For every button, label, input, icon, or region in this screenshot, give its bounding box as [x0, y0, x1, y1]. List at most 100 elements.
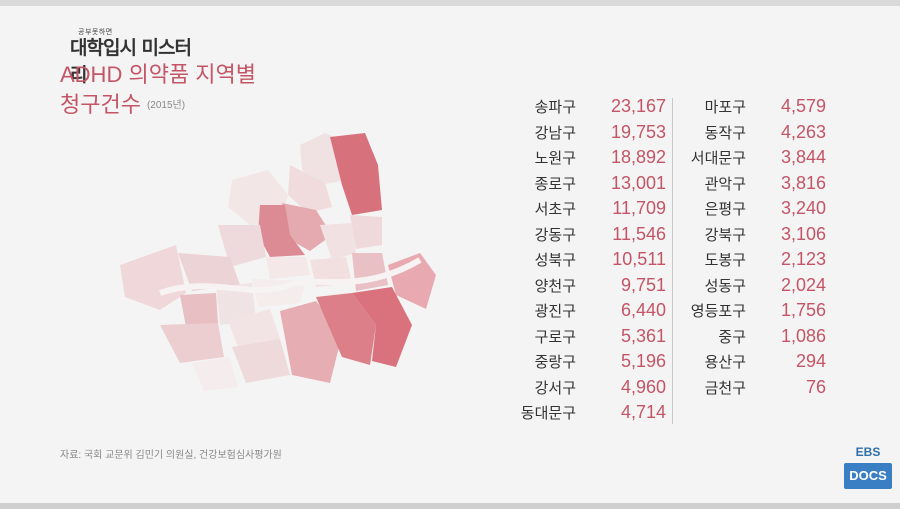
- map-yeongdeungpo: [216, 283, 256, 325]
- district-name: 금천구: [704, 379, 746, 397]
- map-dongjak: [228, 309, 280, 347]
- table-row: 은평구 3,240: [688, 196, 826, 222]
- claim-count: 23,167: [610, 96, 666, 117]
- district-name: 도봉구: [704, 252, 746, 270]
- district-name: 마포구: [704, 99, 746, 117]
- claim-count: 1,086: [780, 325, 826, 346]
- ebs-docs-logo: EBS DOCS: [842, 445, 894, 493]
- district-name: 강서구: [534, 379, 576, 397]
- claim-count: 4,714: [620, 402, 666, 423]
- docs-logo-text: DOCS: [844, 463, 892, 489]
- map-songpa: [352, 287, 412, 367]
- claim-count: 18,892: [610, 147, 666, 168]
- map-gangbuk: [288, 165, 332, 213]
- title-line-2: 청구건수 (2015년): [60, 90, 256, 121]
- map-jung: [266, 257, 310, 279]
- table-row: 성북구 10,511: [500, 247, 666, 273]
- table-row: 강북구 3,106: [688, 222, 826, 248]
- district-name: 강남구: [534, 124, 576, 142]
- district-name: 광진구: [534, 303, 576, 321]
- claim-count: 5,196: [620, 351, 666, 372]
- claim-count: 13,001: [610, 172, 666, 193]
- title-year: (2015년): [146, 100, 186, 112]
- top-bar: [0, 0, 900, 6]
- table-row: 관악구 3,816: [688, 171, 826, 197]
- district-name: 종로구: [534, 175, 576, 193]
- table-row: 성동구 2,024: [688, 273, 826, 299]
- district-name: 양천구: [534, 277, 576, 295]
- district-name: 동작구: [704, 124, 746, 142]
- map-gangseo: [120, 245, 186, 310]
- claim-count: 1,756: [780, 300, 826, 321]
- map-jongno: [258, 205, 305, 257]
- logo-big-text: 대학입시 미스터리: [70, 37, 192, 86]
- column-divider: [672, 98, 673, 424]
- district-name: 서초구: [534, 201, 576, 219]
- table-row: 송파구 23,167: [500, 94, 666, 120]
- claim-count: 2,123: [780, 249, 826, 270]
- district-name: 구로구: [534, 328, 576, 346]
- map-dongdaemun: [320, 223, 356, 260]
- map-yangcheon: [180, 293, 218, 327]
- table-row: 노원구 18,892: [500, 145, 666, 171]
- title-line-2-text: 청구건수: [60, 92, 141, 117]
- map-nowon: [330, 133, 382, 215]
- table-row: 강서구 4,960: [500, 375, 666, 401]
- district-name: 강북구: [704, 226, 746, 244]
- claim-count: 9,751: [620, 274, 666, 295]
- district-name: 서대문구: [690, 150, 746, 168]
- program-logo: 공부못하면 대학입시 미스터리: [70, 27, 200, 86]
- map-geumcheon: [192, 357, 238, 391]
- chart-title: ADHD 의약품 지역별 청구건수 (2015년): [60, 60, 256, 121]
- table-row: 서초구 11,709: [500, 196, 666, 222]
- right-table: 마포구 4,579 동작구 4,263 서대문구 3,844 관악구 3,816 은평구…: [688, 94, 826, 400]
- table-row: 금천구 76: [688, 375, 826, 401]
- table-row: 강동구 11,546: [500, 222, 666, 248]
- district-name: 송파구: [534, 99, 576, 117]
- ebs-logo-text: EBS: [855, 445, 881, 459]
- map-gangnam: [316, 293, 376, 365]
- map-jungnang: [350, 215, 382, 249]
- claim-count: 294: [795, 351, 826, 372]
- map-seongbuk: [282, 203, 332, 251]
- table-row: 동작구 4,263: [688, 120, 826, 146]
- claim-count: 19,753: [610, 121, 666, 142]
- table-row: 도봉구 2,123: [688, 247, 826, 273]
- claim-count: 4,579: [780, 96, 826, 117]
- claim-count: 76: [805, 376, 826, 397]
- table-row: 광진구 6,440: [500, 298, 666, 324]
- district-name: 은평구: [704, 201, 746, 219]
- map-gwanak: [232, 339, 290, 383]
- claim-count: 4,960: [620, 376, 666, 397]
- map-seocho: [280, 301, 342, 383]
- map-mapo: [178, 253, 240, 291]
- district-name: 성북구: [534, 252, 576, 270]
- district-name: 중랑구: [534, 354, 576, 372]
- claim-count: 4,263: [780, 121, 826, 142]
- claim-count: 10,511: [612, 249, 666, 270]
- claim-count: 3,816: [780, 172, 826, 193]
- claim-count: 11,546: [612, 223, 666, 244]
- left-table: 송파구 23,167 강남구 19,753 노원구 18,892 종로구 13,001 …: [500, 94, 666, 426]
- district-name: 성동구: [704, 277, 746, 295]
- claim-count: 6,440: [620, 300, 666, 321]
- bottom-bar: [0, 503, 900, 509]
- table-row: 서대문구 3,844: [688, 145, 826, 171]
- claim-count: 11,709: [612, 198, 666, 219]
- source-caption: 자료: 국회 교문위 김민기 의원실, 건강보험심사평가원: [60, 450, 282, 461]
- map-seodaemun: [218, 225, 266, 267]
- claim-count: 5,361: [620, 325, 666, 346]
- logo-small-text: 공부못하면: [78, 28, 113, 36]
- district-name: 관악구: [704, 175, 746, 193]
- table-row: 중구 1,086: [688, 324, 826, 350]
- table-row: 중랑구 5,196: [500, 349, 666, 375]
- claim-count: 3,844: [780, 147, 826, 168]
- map-han-river: [158, 257, 422, 296]
- seoul-map: [120, 133, 436, 391]
- claim-count: 2,024: [780, 274, 826, 295]
- table-row: 영등포구 1,756: [688, 298, 826, 324]
- table-row: 강남구 19,753: [500, 120, 666, 146]
- title-line-1: ADHD 의약품 지역별: [60, 62, 257, 87]
- district-name: 영등포구: [690, 303, 746, 321]
- map-gwangjin: [352, 253, 388, 291]
